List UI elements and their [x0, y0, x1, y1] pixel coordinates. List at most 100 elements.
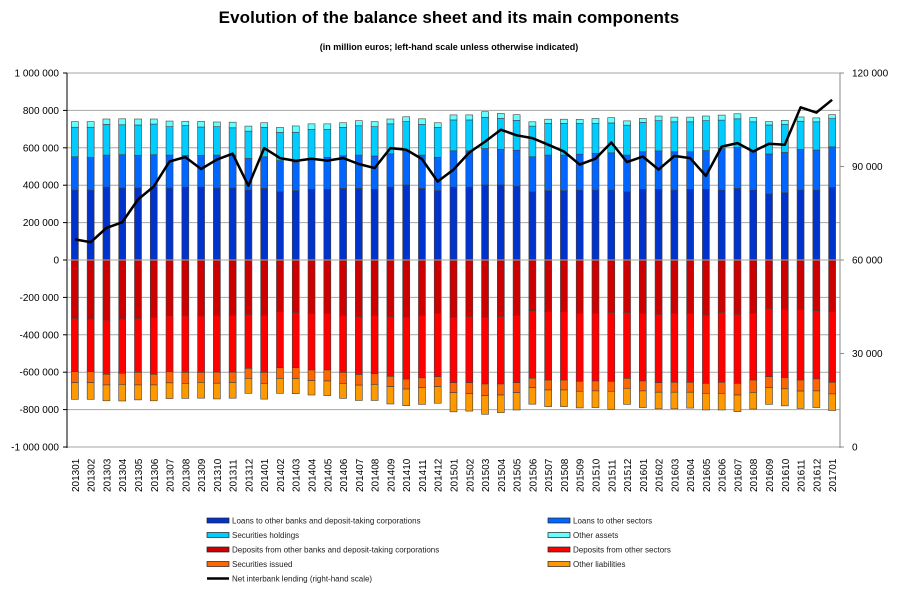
bar-segment — [765, 307, 773, 377]
legend-label: Deposits from other sectors — [573, 546, 671, 555]
bar-segment — [828, 259, 836, 312]
bar-segment — [575, 390, 584, 409]
y-tick-label: 0 — [53, 256, 59, 267]
bar-segment — [733, 259, 742, 315]
bar-segment — [465, 315, 474, 383]
bar-segment — [717, 189, 726, 261]
bar-segment — [623, 124, 631, 156]
x-tick-label: 201307 — [166, 458, 177, 492]
x-tick-label: 201410 — [402, 458, 413, 492]
bar-segment — [71, 189, 79, 261]
bar-segment — [796, 390, 805, 409]
x-tick-label: 201402 — [276, 458, 287, 492]
bar-segment — [355, 188, 363, 261]
x-tick-label: 201510 — [591, 458, 602, 492]
bar-segment — [702, 393, 710, 411]
bar-segment — [260, 372, 268, 384]
bar-segment — [433, 259, 442, 314]
bar-segment — [228, 382, 237, 399]
bar-segment — [323, 369, 332, 382]
bar-segment — [812, 121, 821, 151]
bar-segment — [181, 120, 190, 126]
bar-segment — [812, 310, 821, 380]
bar-segment — [765, 153, 773, 195]
bar-segment — [702, 115, 710, 121]
legend-label: Other assets — [573, 531, 618, 540]
bar-segment — [812, 117, 821, 123]
bar-segment — [544, 154, 552, 191]
bar-segment — [307, 159, 316, 190]
bar-segment — [213, 121, 221, 127]
bar-segment — [796, 309, 805, 381]
bar-segment — [307, 312, 316, 371]
bar-segment — [575, 259, 584, 314]
bar-segment — [780, 120, 789, 125]
bar-segment — [528, 259, 537, 311]
x-tick-label: 201503 — [481, 458, 492, 492]
bar-segment — [260, 188, 268, 261]
bar-segment — [197, 126, 205, 156]
bar-segment — [307, 129, 316, 160]
bar-segment — [575, 123, 584, 155]
bar-segment — [276, 127, 284, 133]
bar-segment — [481, 148, 489, 186]
bar-segment — [418, 387, 426, 405]
bar-segment — [370, 126, 379, 157]
bar-segment — [402, 116, 410, 122]
bar-segment — [370, 121, 379, 127]
bar-segment — [149, 186, 158, 261]
bar-segment — [575, 119, 584, 124]
bar-segment — [149, 373, 158, 386]
bar-segment — [607, 189, 616, 261]
bar-segment — [575, 189, 584, 261]
x-tick-label: 201609 — [765, 458, 776, 492]
bar-segment — [355, 384, 363, 401]
bar-segment — [307, 380, 316, 396]
bar-segment — [418, 259, 426, 316]
x-tick-label: 201309 — [197, 458, 208, 492]
bar-segment — [165, 315, 174, 373]
bar-segment — [654, 189, 663, 261]
bar-segment — [702, 259, 710, 316]
bar-segment — [465, 119, 474, 152]
bar-segment — [418, 188, 426, 261]
bar-segment — [228, 315, 237, 373]
bar-segment — [654, 382, 663, 393]
bar-segment — [749, 151, 758, 191]
bar-segment — [228, 187, 237, 261]
bar-segment — [339, 127, 347, 157]
bar-segment — [276, 259, 284, 312]
bar-segment — [102, 384, 111, 402]
bar-segment — [591, 390, 600, 408]
bar-segment — [181, 259, 190, 317]
bar-segment — [733, 188, 742, 261]
bar-segment — [654, 259, 663, 315]
bar-segment — [780, 388, 789, 407]
bar-segment — [812, 149, 821, 191]
bar-segment — [134, 384, 142, 401]
bar-segment — [86, 126, 95, 158]
bar-segment — [197, 121, 205, 128]
bar-segment — [355, 154, 363, 189]
bar-segment — [149, 317, 158, 375]
bar-segment — [134, 259, 142, 319]
bar-segment — [560, 118, 568, 124]
x-tick-label: 201604 — [686, 458, 697, 492]
bar-segment — [497, 118, 505, 150]
bar-segment — [86, 121, 95, 128]
y-tick-label: 200 000 — [23, 218, 60, 229]
bar-segment — [702, 383, 710, 394]
bar-segment — [165, 187, 174, 261]
bar-segment — [497, 259, 505, 317]
bar-segment — [591, 123, 600, 154]
x-tick-label: 201606 — [718, 458, 729, 492]
x-tick-label: 201605 — [702, 458, 713, 492]
bar-segment — [323, 259, 332, 314]
bar-segment — [733, 383, 742, 396]
x-tick-label: 201512 — [623, 458, 634, 492]
bar-segment — [402, 184, 410, 261]
bar-segment — [607, 117, 616, 124]
bar-segment — [749, 189, 758, 261]
bar-segment — [276, 367, 284, 379]
y2-tick-label: 0 — [852, 443, 858, 454]
